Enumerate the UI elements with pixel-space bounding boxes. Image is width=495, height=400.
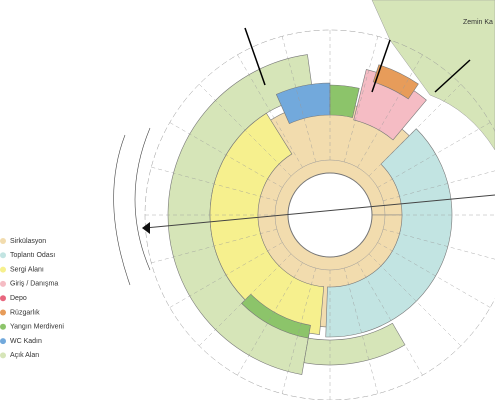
plan-region — [209, 112, 325, 335]
radial-line — [368, 84, 461, 177]
radial-line — [199, 84, 292, 177]
outer-ring — [144, 29, 495, 400]
outline — [134, 127, 151, 271]
radial-line — [169, 242, 283, 308]
radial-line — [281, 268, 316, 394]
legend-label: Açık Alan — [10, 352, 39, 359]
radial-line — [377, 242, 491, 308]
radial-line — [368, 253, 461, 346]
radial-line — [377, 122, 491, 188]
legend-label: Toplantı Odası — [10, 252, 55, 259]
legend-label: Rüzgarlık — [10, 309, 40, 316]
legend-swatch — [0, 338, 6, 345]
plan-label: Zemin Ka — [463, 19, 493, 26]
radial-line — [383, 170, 495, 201]
radial-line — [169, 122, 283, 188]
radial-line — [151, 166, 277, 201]
legend-swatch — [0, 309, 6, 316]
plan-region — [303, 322, 406, 366]
radial-line — [383, 229, 495, 260]
radial-line — [344, 36, 379, 162]
legend-label: Sirkülasyon — [10, 238, 46, 245]
radial-line — [237, 262, 303, 376]
radial-line — [357, 262, 423, 376]
legend-label: Depo — [10, 295, 27, 302]
legend-label: Giriş / Danışma — [10, 281, 58, 288]
legend-swatch — [0, 352, 6, 359]
legend-label: Yangın Merdiveni — [10, 324, 64, 331]
void — [287, 172, 373, 258]
legend-swatch — [0, 238, 6, 244]
plan-region — [372, 64, 419, 100]
legend-swatch — [0, 266, 6, 273]
arrow — [142, 222, 150, 234]
radial-line — [237, 54, 303, 168]
legend-swatch — [0, 252, 6, 259]
radial-line — [281, 36, 316, 162]
legend-label: Sergi Alanı — [10, 266, 44, 273]
wall — [244, 27, 266, 86]
outline — [113, 134, 131, 286]
section-line — [144, 194, 495, 229]
wall — [434, 59, 471, 93]
legend-swatch — [0, 280, 6, 287]
legend-swatch — [0, 323, 6, 330]
radial-line — [344, 268, 379, 394]
plan-region — [329, 84, 360, 118]
radial-line — [199, 253, 292, 346]
legend-swatch — [0, 295, 6, 302]
radial-line — [357, 54, 423, 168]
plan-region — [325, 128, 453, 338]
legend-label: WC Kadın — [10, 338, 42, 345]
plan-lines — [113, 27, 495, 286]
wall — [371, 39, 391, 93]
legend: Sirkülasyon Toplantı Odası Sergi Alanı Giri… — [0, 238, 64, 359]
plan-regions — [144, 0, 495, 400]
radial-line — [151, 229, 277, 264]
